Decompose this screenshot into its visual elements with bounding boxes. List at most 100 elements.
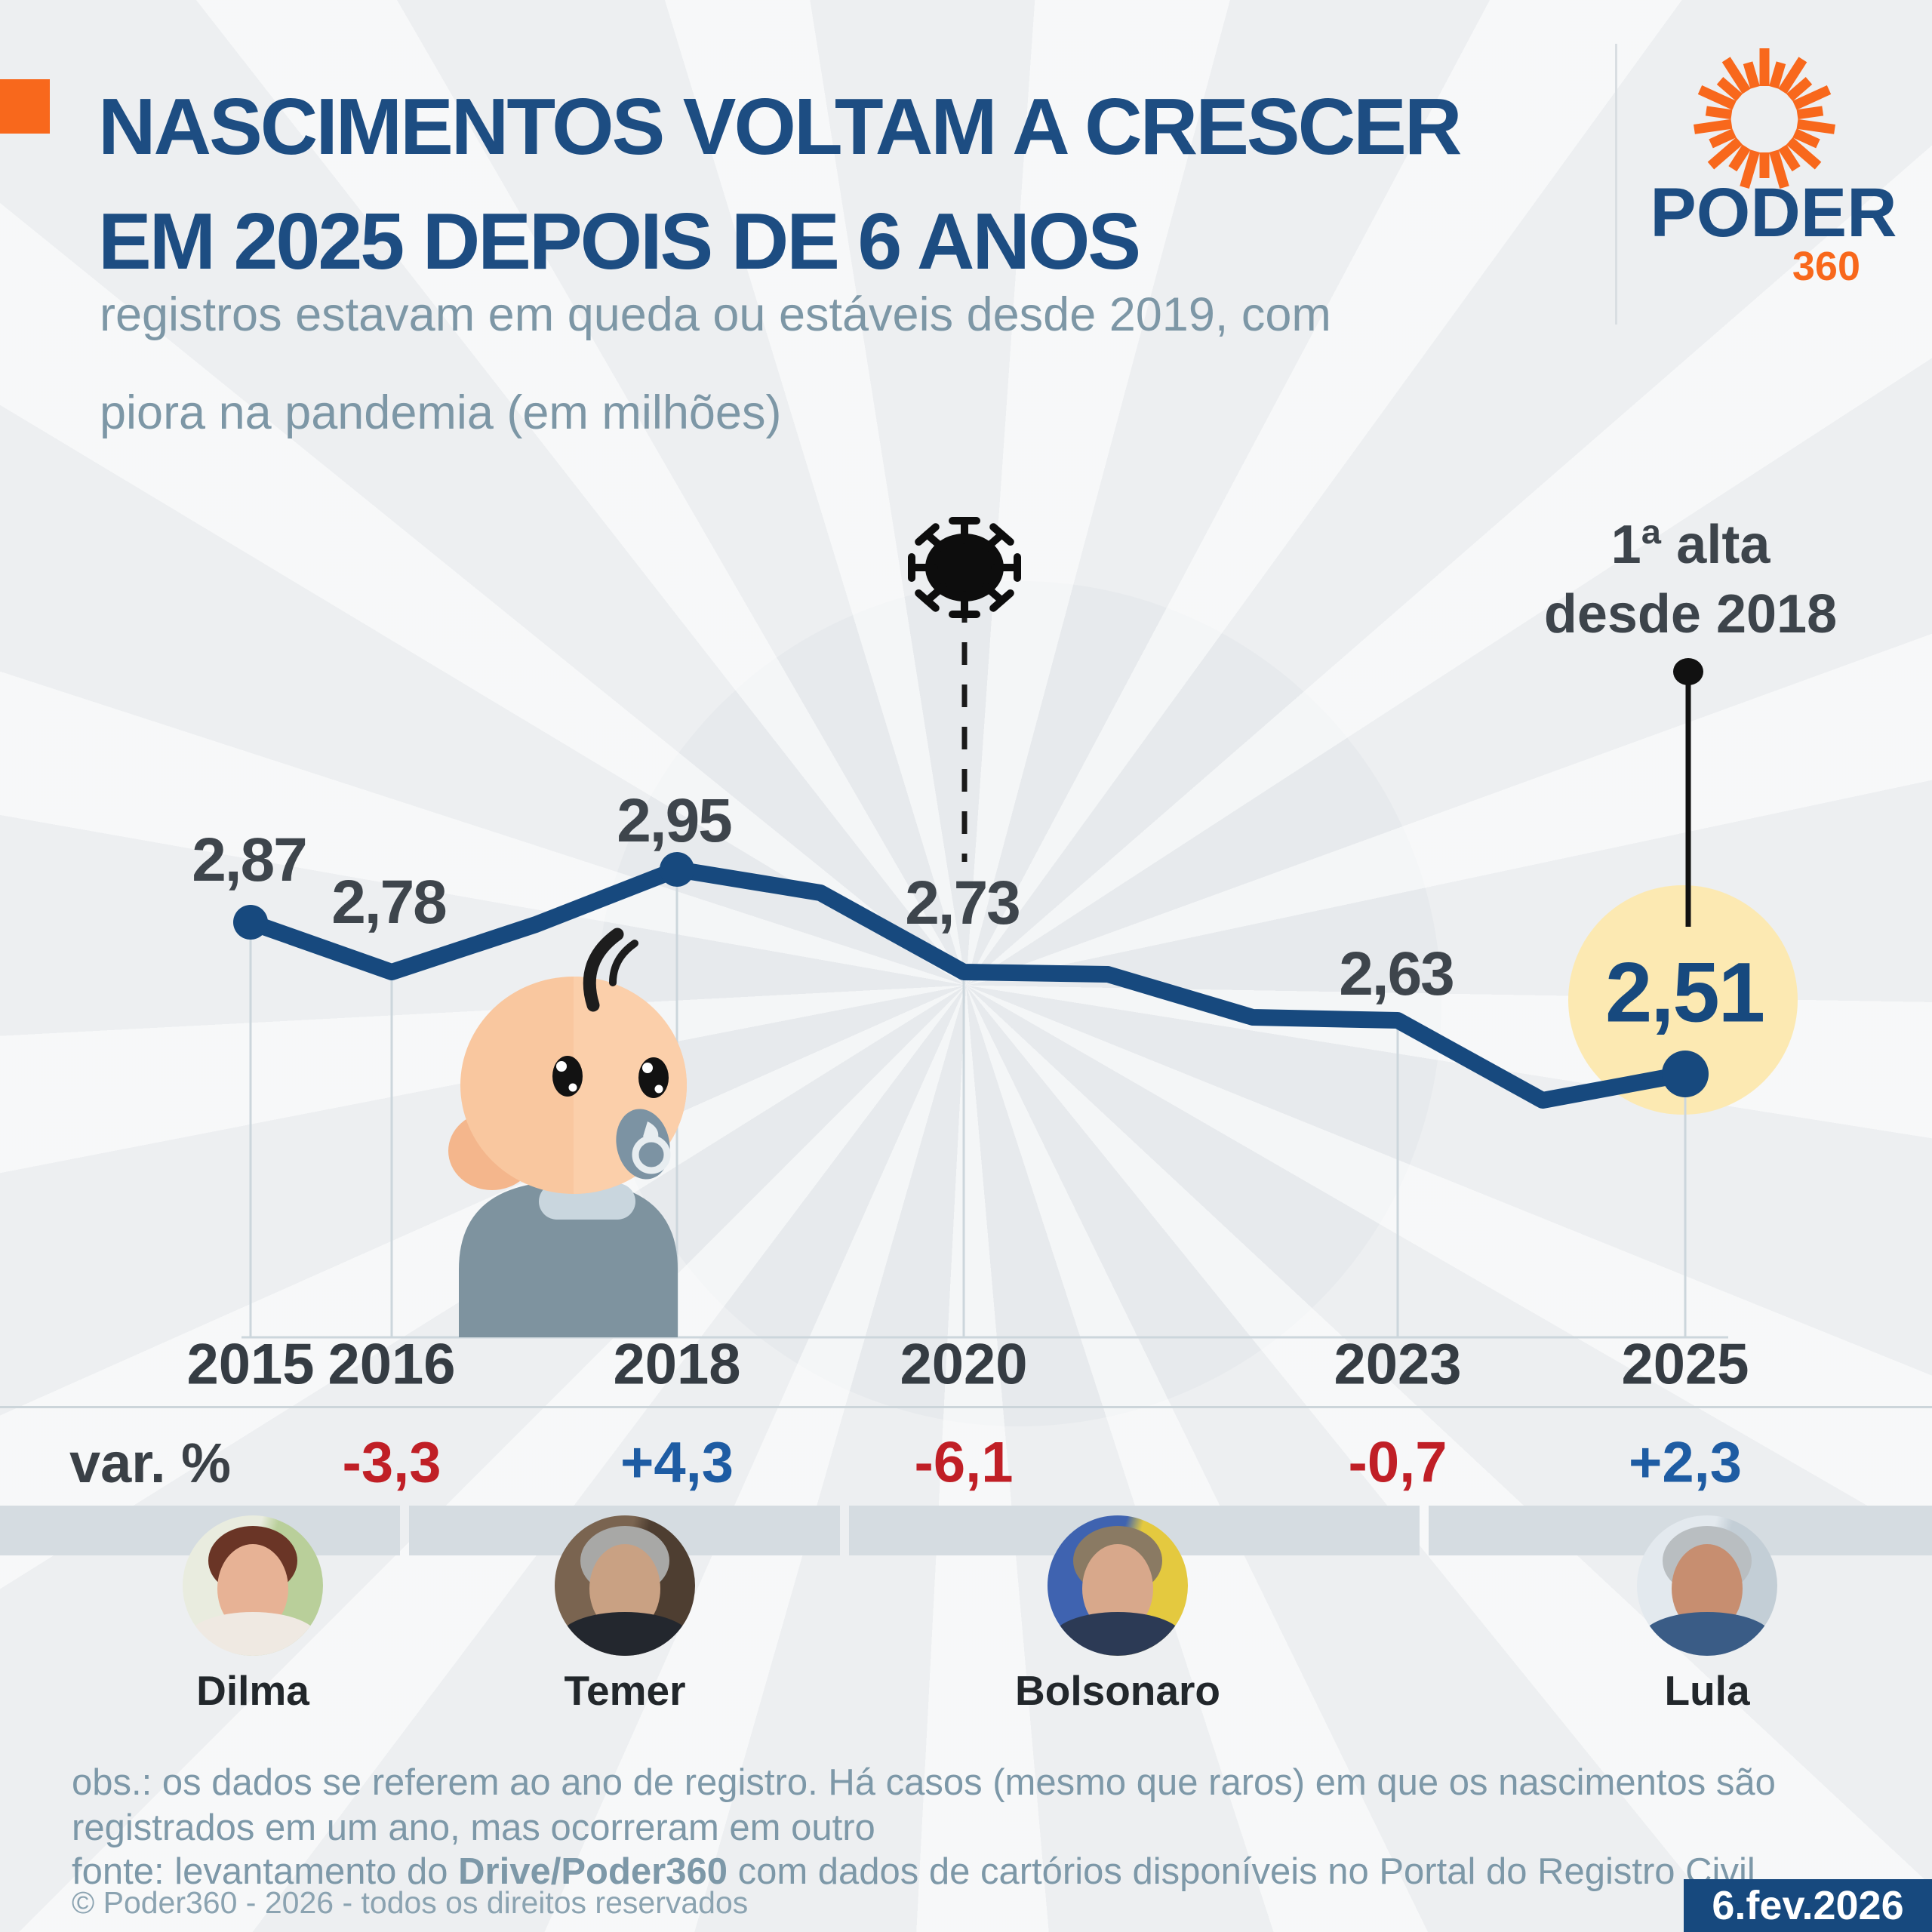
alta-annotation-text: 1ª alta desde 2018	[1464, 510, 1917, 649]
data-point-2015	[233, 905, 268, 940]
eye-highlight	[642, 1063, 653, 1073]
sunburst-ray	[1694, 118, 1733, 134]
baby-body	[459, 1181, 678, 1337]
sunburst-ray	[1796, 118, 1835, 134]
sunburst-ray	[1769, 61, 1786, 89]
president-photo-bolsonaro	[1048, 1515, 1188, 1656]
sunburst-ray	[1707, 137, 1743, 170]
president-photo-lula	[1637, 1515, 1777, 1656]
logo-suffix-text: 360	[1792, 244, 1860, 289]
president-name-lula: Lula	[1664, 1667, 1750, 1714]
title-line-1: NASCIMENTOS VOLTAM A CRESCER	[98, 82, 1462, 171]
sunburst-ray	[1705, 106, 1733, 120]
value-label-2023: 2,63	[1339, 940, 1455, 1008]
year-label-2020: 2020	[900, 1332, 1028, 1397]
poder360-logo: PODER 360	[1630, 30, 1917, 332]
sunburst-ray	[1786, 137, 1822, 170]
virus-spike-cap	[915, 589, 940, 612]
virus-icon	[908, 517, 1021, 618]
eye-highlight	[556, 1061, 567, 1072]
avatar-suit	[1641, 1612, 1773, 1656]
sunburst-ray	[1796, 106, 1824, 120]
subtitle-line-1: registros estavam em queda ou estáveis d…	[100, 288, 1331, 341]
baby-illustration	[448, 928, 687, 1337]
obs-line-2: registrados em um ano, mas ocorreram em …	[72, 1807, 875, 1848]
president-name-dilma: Dilma	[196, 1667, 309, 1714]
annotation-layer	[908, 517, 1703, 927]
value-label-2020: 2,73	[905, 869, 1021, 937]
var-value-2023: -0,7	[1348, 1430, 1447, 1495]
president-photo-dilma	[183, 1515, 323, 1656]
year-label-2025: 2025	[1621, 1332, 1749, 1397]
value-label-2025: 2,51	[1605, 945, 1765, 1040]
baby-hair	[583, 928, 624, 1012]
alta-pointer-dot	[1673, 658, 1703, 685]
footer-observation: obs.: os dados se referem ao ano de regi…	[72, 1760, 1868, 1850]
sunburst-ray	[1716, 77, 1743, 102]
sunburst-ray	[1778, 57, 1807, 94]
var-value-2016: -3,3	[342, 1430, 441, 1495]
sunburst-ray	[1786, 77, 1813, 102]
footer-source: fonte: levantamento do Drive/Poder360 co…	[72, 1850, 1868, 1893]
page-title: NASCIMENTOS VOLTAM A CRESCER EM 2025 DEP…	[98, 69, 1592, 299]
sunburst-ray	[1792, 85, 1832, 110]
sunburst-ray	[1709, 128, 1737, 149]
baby-pacifier-ring	[632, 1135, 671, 1174]
copyright-text: © Poder360 - 2026 - todos os direitos re…	[72, 1885, 749, 1920]
sunburst-ray	[1778, 144, 1801, 172]
subtitle-line-2: piora na pandemia (em milhões)	[100, 386, 782, 439]
data-point-2025	[1662, 1051, 1709, 1097]
avatar-suit	[1052, 1612, 1183, 1656]
births-line	[242, 861, 1694, 1109]
var-value-2020: -6,1	[914, 1430, 1014, 1495]
var-row-label: var. %	[69, 1432, 231, 1494]
eye-highlight	[568, 1083, 577, 1092]
sunburst-icon	[1694, 48, 1835, 189]
virus-spike-cap	[989, 589, 1014, 612]
accent-square	[0, 79, 50, 134]
line-series-layer	[233, 852, 1709, 1109]
avatar-suit	[559, 1612, 691, 1656]
logo-divider	[1615, 44, 1617, 325]
value-label-2016: 2,78	[331, 868, 448, 937]
sunburst-ray	[1728, 144, 1751, 172]
sunburst-ray	[1743, 61, 1760, 89]
year-label-2016: 2016	[328, 1332, 456, 1397]
source-bold: Drive/Poder360	[458, 1851, 728, 1892]
president-name-bolsonaro: Bolsonaro	[1015, 1667, 1220, 1714]
sunburst-ray	[1769, 149, 1789, 189]
value-label-2015: 2,87	[192, 826, 308, 894]
avatar-suit	[187, 1612, 318, 1656]
virus-spike-cap	[915, 523, 940, 546]
alta-line-1: 1ª alta	[1611, 515, 1770, 575]
page-subtitle: registros estavam em queda ou estáveis d…	[100, 266, 1594, 462]
sunburst-ray	[1792, 128, 1820, 149]
title-line-2: EM 2025 DEPOIS DE 6 ANOS	[98, 197, 1141, 286]
sunburst-ray	[1697, 85, 1737, 110]
sunburst-ray	[1740, 149, 1760, 189]
baby-hair-wisp	[609, 940, 638, 986]
president-photo-temer	[555, 1515, 695, 1656]
source-suffix: com dados de cartórios disponíveis no Po…	[727, 1851, 1755, 1892]
highlight-circle	[1568, 885, 1798, 1115]
highlight-circle-layer	[1568, 885, 1798, 1115]
sunburst-ray	[1721, 57, 1751, 94]
alta-line-2: desde 2018	[1543, 584, 1838, 645]
logo-brand-text: PODER	[1650, 174, 1897, 251]
virus-spike-cap	[989, 523, 1014, 546]
obs-line-1: obs.: os dados se referem ao ano de regi…	[72, 1762, 1776, 1803]
data-point-2018	[660, 852, 694, 887]
var-row-separator	[0, 1406, 1932, 1408]
var-value-2018: +4,3	[620, 1430, 734, 1495]
year-label-2015: 2015	[186, 1332, 315, 1397]
source-prefix: fonte: levantamento do	[72, 1851, 459, 1892]
value-label-2018: 2,95	[617, 786, 733, 855]
date-badge: 6.fev.2026	[1684, 1879, 1932, 1932]
president-name-temer: Temer	[564, 1667, 686, 1714]
var-value-2025: +2,3	[1628, 1430, 1743, 1495]
year-label-2018: 2018	[613, 1332, 741, 1397]
year-label-2023: 2023	[1334, 1332, 1462, 1397]
